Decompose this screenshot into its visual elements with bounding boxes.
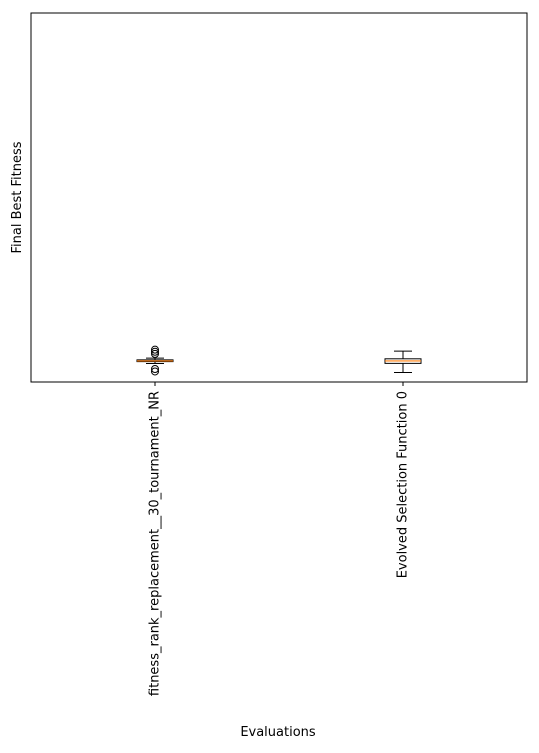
axes-frame [30,12,528,383]
outlier-point [151,364,159,373]
outlier-point [151,367,159,376]
x-tick-label: Evolved Selection Function 0 [396,391,411,578]
outlier-point [151,345,159,354]
outlier-point [151,349,159,358]
box-group-2 [384,350,422,374]
box-group-1 [136,345,174,376]
x-axis-label: Evaluations [240,725,316,740]
y-axis-label: Final Best Fitness [10,141,25,253]
x-tick-label: fitness_rank_replacement__30_tournament_… [148,391,163,696]
plot-area [31,13,527,382]
outlier-point [151,347,159,356]
